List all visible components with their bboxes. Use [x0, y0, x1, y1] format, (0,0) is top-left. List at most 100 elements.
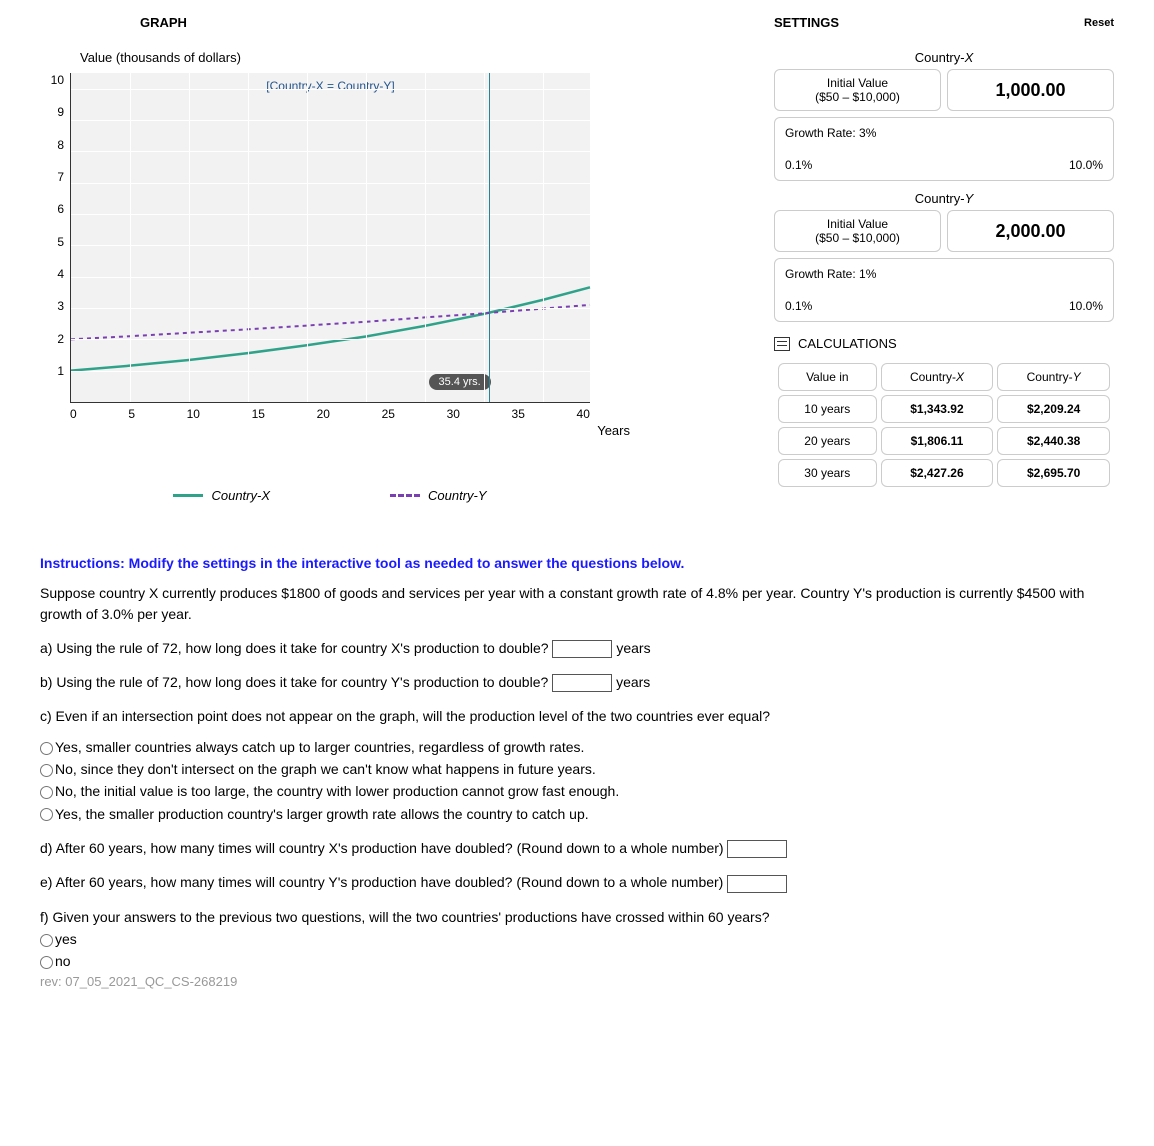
- legend-label-suffix: X: [261, 488, 270, 503]
- option-c-3[interactable]: No, the initial value is too large, the …: [40, 781, 1114, 801]
- ytick: 8: [57, 138, 64, 152]
- calc-cell: 30 years: [778, 459, 877, 487]
- country-y-initial-value[interactable]: 2,000.00: [947, 210, 1114, 252]
- ytick: 4: [57, 267, 64, 281]
- country-x-growth-label: Growth Rate: 3%: [785, 126, 1103, 140]
- x-axis-ticks: 0 5 10 15 20 25 30 35 40: [70, 403, 590, 421]
- question-b: b) Using the rule of 72, how long does i…: [40, 672, 1114, 692]
- option-f-yes[interactable]: yes: [40, 929, 1114, 949]
- calculations-table: Value in Country-X Country-Y 10 years $1…: [774, 359, 1114, 491]
- xtick: 30: [447, 407, 460, 421]
- legend-label: Country-: [211, 488, 261, 503]
- country-y-growth-label: Growth Rate: 1%: [785, 267, 1103, 281]
- ytick: 6: [57, 202, 64, 216]
- country-x-header: Country-X: [774, 50, 1114, 65]
- xtick: 20: [317, 407, 330, 421]
- calc-cell: $1,806.11: [881, 427, 994, 455]
- ytick: 2: [57, 332, 64, 346]
- option-c-2[interactable]: No, since they don't intersect on the gr…: [40, 759, 1114, 779]
- xtick: 35: [512, 407, 525, 421]
- unit-label: years: [616, 674, 650, 690]
- ytick: 9: [57, 105, 64, 119]
- reset-button[interactable]: Reset: [1084, 17, 1114, 29]
- country-y-header: Country-Y: [774, 191, 1114, 206]
- revision-label: rev: 07_05_2021_QC_CS-268219: [40, 973, 1114, 992]
- settings-panel: SETTINGS Reset Country-X Initial Value (…: [774, 15, 1114, 503]
- calc-row: 30 years $2,427.26 $2,695.70: [778, 459, 1110, 487]
- calc-header-col1: Value in: [778, 363, 877, 391]
- calculations-header: CALCULATIONS: [774, 336, 1114, 351]
- calc-cell: $2,209.24: [997, 395, 1110, 423]
- questions-section: Instructions: Modify the settings in the…: [40, 553, 1114, 992]
- calc-cell: $1,343.92: [881, 395, 994, 423]
- calc-cell: $2,427.26: [881, 459, 994, 487]
- chart-legend: Country-X Country-Y: [70, 488, 590, 503]
- answer-d-input[interactable]: [727, 840, 787, 858]
- question-d: d) After 60 years, how many times will c…: [40, 838, 1114, 858]
- slider-max: 10.0%: [1069, 158, 1103, 172]
- xtick: 10: [187, 407, 200, 421]
- ytick: 5: [57, 235, 64, 249]
- scenario-prompt: Suppose country X currently produces $18…: [40, 583, 1114, 624]
- country-y-initial-label: Initial Value ($50 – $10,000): [774, 210, 941, 252]
- xtick: 5: [128, 407, 135, 421]
- country-x-growth-slider[interactable]: Growth Rate: 3% 0.1% 10.0%: [774, 117, 1114, 181]
- radio-icon[interactable]: [40, 956, 53, 969]
- graph-panel: GRAPH Value (thousands of dollars) 10 9 …: [40, 15, 744, 503]
- x-axis-label: Years: [597, 423, 630, 438]
- unit-label: years: [616, 640, 650, 656]
- calc-cell: $2,440.38: [997, 427, 1110, 455]
- legend-country-y: Country-Y: [390, 488, 487, 503]
- country-x-initial-label: Initial Value ($50 – $10,000): [774, 69, 941, 111]
- answer-a-input[interactable]: [552, 640, 612, 658]
- xtick: 15: [252, 407, 265, 421]
- option-c-1[interactable]: Yes, smaller countries always catch up t…: [40, 737, 1114, 757]
- calc-cell: 20 years: [778, 427, 877, 455]
- ytick: 7: [57, 170, 64, 184]
- answer-b-input[interactable]: [552, 674, 612, 692]
- calc-cell: $2,695.70: [997, 459, 1110, 487]
- y-axis-label: Value (thousands of dollars): [80, 50, 744, 65]
- radio-icon[interactable]: [40, 786, 53, 799]
- radio-icon[interactable]: [40, 764, 53, 777]
- radio-icon[interactable]: [40, 808, 53, 821]
- calc-header-col2: Country-X: [881, 363, 994, 391]
- slider-min: 0.1%: [785, 158, 812, 172]
- instructions: Instructions: Modify the settings in the…: [40, 553, 1114, 573]
- calc-row: 20 years $1,806.11 $2,440.38: [778, 427, 1110, 455]
- xtick: 40: [577, 407, 590, 421]
- ytick: 3: [57, 299, 64, 313]
- question-f: f) Given your answers to the previous tw…: [40, 907, 1114, 972]
- option-f-no[interactable]: no: [40, 951, 1114, 971]
- question-a: a) Using the rule of 72, how long does i…: [40, 638, 1114, 658]
- ytick: 1: [57, 364, 64, 378]
- option-c-4[interactable]: Yes, the smaller production country's la…: [40, 804, 1114, 824]
- question-e: e) After 60 years, how many times will c…: [40, 872, 1114, 892]
- legend-label-suffix: Y: [478, 488, 487, 503]
- legend-swatch-y: [390, 494, 420, 497]
- legend-swatch-x: [173, 494, 203, 497]
- ytick: 10: [51, 73, 64, 87]
- plot-area[interactable]: [Country-X = Country-Y] 35.4 yrs.: [70, 73, 590, 403]
- legend-country-x: Country-X: [173, 488, 270, 503]
- y-axis-ticks: 10 9 8 7 6 5 4 3 2 1: [40, 73, 70, 378]
- question-c: c) Even if an intersection point does no…: [40, 706, 1114, 823]
- legend-label: Country-: [428, 488, 478, 503]
- chart-svg: [71, 73, 590, 402]
- country-y-growth-slider[interactable]: Growth Rate: 1% 0.1% 10.0%: [774, 258, 1114, 322]
- radio-icon[interactable]: [40, 934, 53, 947]
- slider-min: 0.1%: [785, 299, 812, 313]
- slider-max: 10.0%: [1069, 299, 1103, 313]
- settings-title: SETTINGS: [774, 15, 839, 30]
- calculations-title: CALCULATIONS: [798, 336, 897, 351]
- graph-title: GRAPH: [40, 15, 744, 30]
- xtick: 0: [70, 407, 77, 421]
- calc-row: 10 years $1,343.92 $2,209.24: [778, 395, 1110, 423]
- radio-icon[interactable]: [40, 742, 53, 755]
- calc-header-col3: Country-Y: [997, 363, 1110, 391]
- country-x-initial-value[interactable]: 1,000.00: [947, 69, 1114, 111]
- answer-e-input[interactable]: [727, 875, 787, 893]
- calc-cell: 10 years: [778, 395, 877, 423]
- xtick: 25: [382, 407, 395, 421]
- table-icon: [774, 337, 790, 351]
